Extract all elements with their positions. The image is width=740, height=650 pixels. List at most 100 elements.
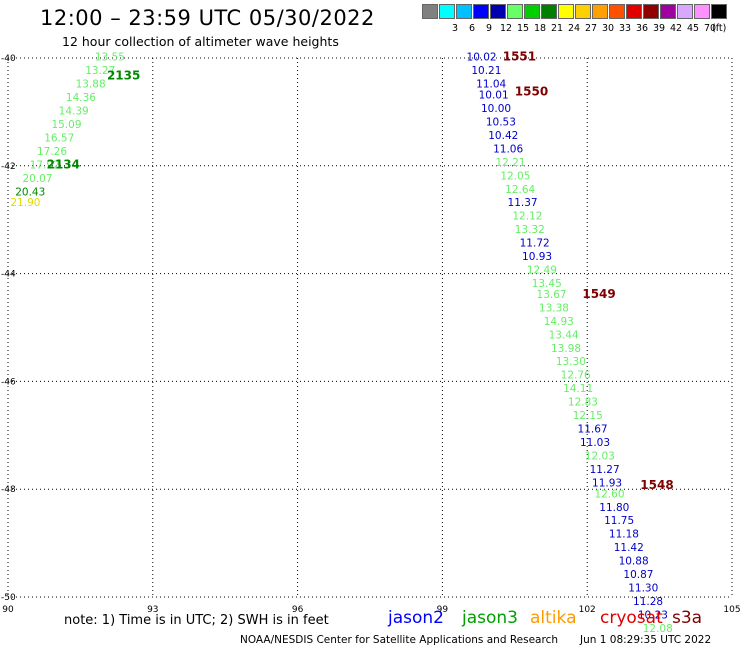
wave-height-label: 11.80 (599, 502, 629, 514)
wave-height-label: 12.64 (505, 184, 535, 196)
scale-unit-label: (ft) (712, 23, 727, 34)
wave-height-label: 11.03 (580, 437, 610, 449)
wave-height-label: 17.92 (30, 159, 60, 171)
wave-height-label: 10.87 (623, 569, 653, 581)
wave-height-label: 11.72 (520, 238, 550, 250)
track-time-label: 1550 (515, 85, 548, 99)
wave-height-label: 10.00 (481, 103, 511, 115)
wave-height-label: 10.93 (522, 251, 552, 263)
scale-swatch (626, 4, 642, 19)
longitude-tick-label: 105 (723, 605, 740, 615)
scale-swatch (456, 4, 472, 19)
scale-swatch (694, 4, 710, 19)
scale-swatch (473, 4, 489, 19)
scale-swatch (592, 4, 608, 19)
satellite-legend-item: altika (530, 608, 577, 628)
wave-height-label: 11.37 (508, 197, 538, 209)
scale-label: 45 (686, 23, 700, 34)
track-time-label: 1549 (582, 287, 615, 301)
scale-swatch (439, 4, 455, 19)
scale-swatch (711, 4, 727, 19)
scale-swatch (677, 4, 693, 19)
wave-height-label: 12.15 (573, 410, 603, 422)
scale-label: 3 (451, 23, 459, 34)
wave-height-label: 13.88 (76, 79, 106, 91)
scale-swatch (541, 4, 557, 19)
wave-height-label: 17.26 (37, 146, 67, 158)
wave-height-label: 11.67 (578, 424, 608, 436)
wave-height-label: 12.12 (512, 211, 542, 223)
wave-height-label: 14.36 (66, 92, 96, 104)
wave-height-label: 10.88 (619, 556, 649, 568)
wave-height-label: 13.27 (85, 65, 115, 77)
wave-height-label: 13.67 (537, 289, 567, 301)
note-text: note: 1) Time is in UTC; 2) SWH is in fe… (64, 613, 329, 628)
wave-height-label: 12.60 (594, 488, 624, 500)
scale-label: 27 (584, 23, 598, 34)
scale-label: 70 (703, 23, 717, 34)
scale-label: 30 (601, 23, 615, 34)
wave-height-label: 16.57 (44, 133, 74, 145)
latitude-tick-label: -40 (1, 54, 16, 64)
wave-height-label: 12.03 (585, 451, 615, 463)
latitude-tick-label: -44 (1, 270, 16, 280)
longitude-tick-label: 96 (292, 605, 304, 615)
longitude-tick-label: 99 (437, 605, 449, 615)
scale-swatch (422, 4, 438, 19)
satellite-legend-item: jason3 (462, 608, 518, 628)
scale-swatch (660, 4, 676, 19)
scale-label: 12 (499, 23, 513, 34)
latitude-tick-label: -42 (1, 162, 16, 172)
wave-height-label: 10.53 (486, 116, 516, 128)
scale-label: 42 (669, 23, 683, 34)
scale-label: 18 (533, 23, 547, 34)
wave-height-label: 21.90 (10, 197, 40, 209)
scale-label: 36 (635, 23, 649, 34)
scale-swatch (609, 4, 625, 19)
longitude-tick-label: 102 (579, 605, 596, 615)
track-time-label: 2134 (47, 157, 80, 171)
wave-height-label: 10.23 (638, 610, 668, 622)
scale-label: 21 (550, 23, 564, 34)
wave-height-label: 20.43 (15, 186, 45, 198)
scale-label: 39 (652, 23, 666, 34)
scale-swatch (643, 4, 659, 19)
wave-height-label: 13.38 (539, 302, 569, 314)
wave-height-label: 13.55 (95, 52, 125, 64)
wave-height-label: 10.02 (467, 52, 497, 64)
wave-height-label: 11.18 (609, 529, 639, 541)
wave-height-label: 11.42 (614, 542, 644, 554)
footer-credit: NOAA/NESDIS Center for Satellite Applica… (240, 634, 558, 646)
scale-label: 15 (516, 23, 530, 34)
longitude-tick-label: 90 (2, 605, 14, 615)
map-title: 12:00 – 23:59 UTC 05/30/2022 (40, 6, 375, 30)
wave-height-label: 11.93 (592, 478, 622, 490)
wave-height-label: 12.76 (561, 370, 591, 382)
wave-height-label: 12.08 (643, 623, 673, 635)
map-subtitle: 12 hour collection of altimeter wave hei… (62, 34, 339, 49)
wave-height-label: 11.27 (590, 464, 620, 476)
wave-height-label: 10.21 (471, 65, 501, 77)
latitude-tick-label: -46 (1, 377, 16, 387)
scale-swatch (507, 4, 523, 19)
scale-swatch (524, 4, 540, 19)
scale-swatch (558, 4, 574, 19)
wave-height-label: 20.07 (22, 173, 52, 185)
wave-height-label: 13.30 (556, 356, 586, 368)
wave-height-label: 12.05 (500, 170, 530, 182)
wave-height-label: 14.93 (544, 316, 574, 328)
latitude-tick-label: -50 (1, 593, 16, 603)
scale-label: 33 (618, 23, 632, 34)
wave-height-label: 11.30 (628, 583, 658, 595)
longitude-tick-label: 93 (147, 605, 158, 615)
scale-label: 24 (567, 23, 581, 34)
track-time-label: 1548 (640, 478, 673, 492)
track-time-label: 1551 (503, 50, 536, 64)
wave-height-label: 11.28 (633, 596, 663, 608)
wave-height-label: 12.83 (568, 397, 598, 409)
track-time-label: 2135 (107, 69, 140, 83)
wave-height-label: 13.45 (532, 278, 562, 290)
wave-height-label: 11.75 (604, 515, 634, 527)
satellite-legend-item: s3a (672, 608, 703, 628)
